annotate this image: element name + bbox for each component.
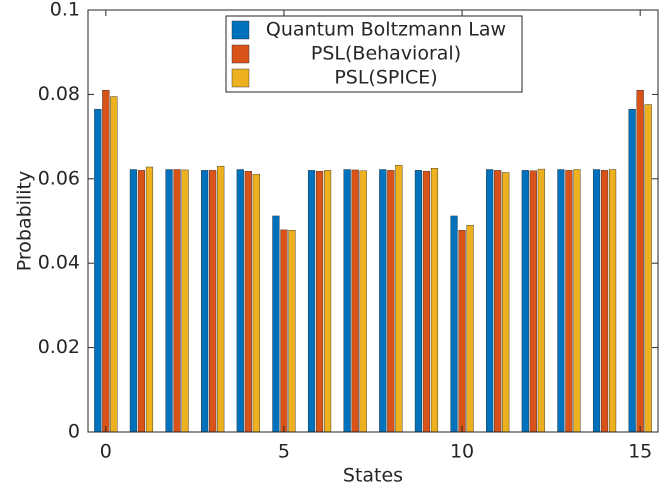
- legend-box: [225, 15, 523, 93]
- bar: [592, 169, 601, 433]
- bar: [636, 89, 644, 433]
- y-tick-label: 0.08: [38, 83, 80, 105]
- bar: [600, 170, 609, 433]
- bar: [201, 170, 209, 433]
- bar: [529, 170, 537, 433]
- bar: [573, 169, 581, 433]
- bar: [557, 169, 565, 433]
- bar: [644, 104, 652, 433]
- bar: [450, 215, 458, 433]
- bar: [458, 230, 466, 433]
- bar: [173, 169, 181, 433]
- legend-swatch: [231, 68, 250, 88]
- bar: [209, 170, 217, 433]
- bar: [414, 170, 423, 433]
- bar: [537, 168, 545, 433]
- bar: [323, 170, 332, 433]
- bar: [430, 168, 439, 433]
- legend-label: PSL(SPICE): [334, 67, 437, 89]
- y-tick-label: 0: [68, 421, 80, 443]
- bar: [466, 225, 474, 433]
- bar: [502, 172, 510, 433]
- x-tick-label: 10: [450, 441, 474, 463]
- y-tick-label: 0.1: [50, 0, 80, 21]
- legend-swatch: [231, 44, 250, 64]
- bar: [272, 215, 280, 433]
- bar: [110, 96, 118, 433]
- bar: [307, 170, 316, 433]
- bar: [280, 229, 288, 433]
- bar: [315, 171, 324, 433]
- bar: [94, 108, 102, 433]
- bar: [494, 170, 502, 433]
- x-tick-label: 15: [628, 441, 652, 463]
- x-tick-label: 5: [278, 441, 290, 463]
- bar: [628, 108, 636, 433]
- bar: [359, 170, 367, 433]
- axes-box: [87, 9, 659, 433]
- bar: [236, 169, 244, 433]
- bar: [343, 169, 351, 433]
- bar: [217, 165, 225, 433]
- bar: [422, 171, 431, 433]
- bar: [608, 169, 617, 433]
- bar: [252, 173, 260, 433]
- y-tick-label: 0.06: [38, 167, 80, 189]
- bar: [145, 166, 154, 433]
- bar: [137, 170, 146, 433]
- bar: [288, 230, 296, 433]
- y-tick-label: 0.04: [38, 252, 80, 274]
- legend-swatch: [231, 20, 250, 40]
- legend-label: Quantum Boltzmann Law: [266, 19, 506, 41]
- x-tick-label: 0: [100, 441, 112, 463]
- bar: [244, 171, 252, 433]
- bar: [129, 169, 138, 433]
- legend-label: PSL(Behavioral): [311, 43, 461, 65]
- y-axis-label: Probability: [14, 171, 36, 271]
- bar: [102, 89, 110, 433]
- bar: [387, 170, 395, 433]
- bar: [395, 165, 403, 433]
- y-tick-label: 0.02: [38, 336, 80, 358]
- bar: [165, 169, 173, 433]
- bar: [351, 169, 359, 433]
- bar: [486, 169, 494, 433]
- bar: [379, 169, 387, 433]
- bar: [565, 170, 573, 433]
- bar: [521, 170, 529, 433]
- bar: [181, 169, 189, 433]
- x-axis-label: States: [343, 465, 403, 487]
